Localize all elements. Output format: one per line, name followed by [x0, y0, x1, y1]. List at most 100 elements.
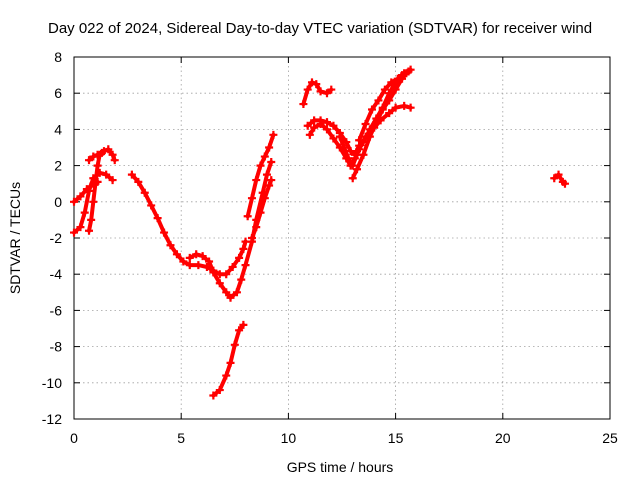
data-point [256, 161, 265, 170]
data-point [70, 197, 78, 206]
data-point [82, 185, 91, 194]
data-point [252, 223, 261, 232]
data-point [93, 150, 102, 159]
data-point [252, 176, 261, 185]
data-point [108, 150, 117, 159]
data-point [102, 170, 111, 179]
data-point [226, 358, 235, 367]
y-tick-label: 4 [54, 121, 62, 137]
data-point [406, 103, 415, 112]
data-point [110, 156, 119, 165]
series-seg-c [87, 147, 117, 233]
data-point [230, 340, 239, 349]
data-point [222, 270, 231, 279]
data-point [329, 121, 338, 130]
data-point [104, 145, 113, 154]
data-point [361, 119, 370, 128]
data-point [340, 143, 349, 152]
x-tick-label: 25 [602, 430, 618, 446]
data-point [344, 154, 353, 163]
data-point [127, 170, 136, 179]
data-point [76, 223, 85, 232]
data-point [97, 148, 106, 157]
series-seg-f [187, 160, 274, 300]
data-point [310, 123, 319, 132]
data-point [91, 179, 100, 188]
y-tick-label: -4 [50, 266, 63, 282]
data-point [226, 293, 235, 302]
data-point [262, 170, 271, 179]
data-point [554, 170, 563, 179]
data-point [359, 138, 368, 147]
y-tick-label: -12 [42, 411, 62, 427]
x-axis-label: GPS time / hours [287, 459, 394, 475]
y-tick-label: 6 [54, 85, 62, 101]
data-point [239, 320, 248, 329]
data-point [239, 244, 248, 253]
grid [74, 57, 610, 419]
data-point [80, 208, 89, 217]
y-tick-label: -10 [42, 375, 62, 391]
data-point [215, 386, 224, 395]
data-point [303, 121, 312, 130]
data-point [348, 161, 357, 170]
data-point [215, 279, 224, 288]
chart-title: Day 022 of 2024, Sidereal Day-to-day VTE… [48, 20, 592, 37]
data-point [147, 201, 156, 210]
data-point [312, 80, 321, 89]
data-point [185, 253, 194, 262]
data-point [365, 125, 374, 134]
data-point [391, 103, 400, 112]
data-point [348, 174, 357, 183]
data-point [355, 136, 364, 145]
data-point [140, 188, 149, 197]
data-point [316, 116, 325, 125]
data-point [76, 192, 85, 201]
data-point [265, 143, 274, 152]
data-point [247, 234, 256, 242]
data-point [108, 176, 117, 185]
data-point [368, 105, 377, 114]
data-point [327, 85, 336, 94]
data-point [380, 85, 389, 94]
data-point [400, 69, 409, 78]
data-point [87, 215, 96, 224]
data-point [265, 181, 274, 190]
data-point [237, 275, 246, 284]
data-point [400, 101, 409, 110]
data-point [70, 228, 78, 237]
data-point [235, 253, 244, 262]
data-point [322, 89, 331, 98]
data-point [179, 257, 188, 266]
data-point [256, 208, 265, 217]
data-point [247, 194, 256, 203]
data-point [353, 165, 362, 174]
data-point [222, 371, 231, 380]
data-point [560, 179, 569, 188]
data-point [185, 261, 194, 270]
series-seg-g [211, 322, 246, 398]
data-point [209, 268, 218, 277]
data-point [353, 150, 362, 159]
data-point [235, 326, 244, 335]
data-point [385, 109, 394, 118]
data-point [303, 85, 312, 94]
data-point [241, 261, 250, 270]
data-point [260, 152, 269, 161]
x-tick-label: 5 [177, 430, 185, 446]
y-tick-label: 8 [54, 49, 62, 65]
data-point [228, 262, 237, 271]
data-point [85, 226, 94, 235]
data-point [550, 174, 559, 183]
x-tick-label: 15 [388, 430, 404, 446]
data-point [172, 250, 181, 259]
y-axis-label: SDTVAR / TECUs [7, 182, 23, 294]
data-point [205, 257, 214, 266]
data-point [387, 78, 396, 87]
x-tick-label: 0 [70, 430, 78, 446]
data-point [322, 125, 331, 134]
data-point [134, 177, 143, 186]
data-point [198, 252, 207, 261]
data-point [222, 288, 231, 297]
